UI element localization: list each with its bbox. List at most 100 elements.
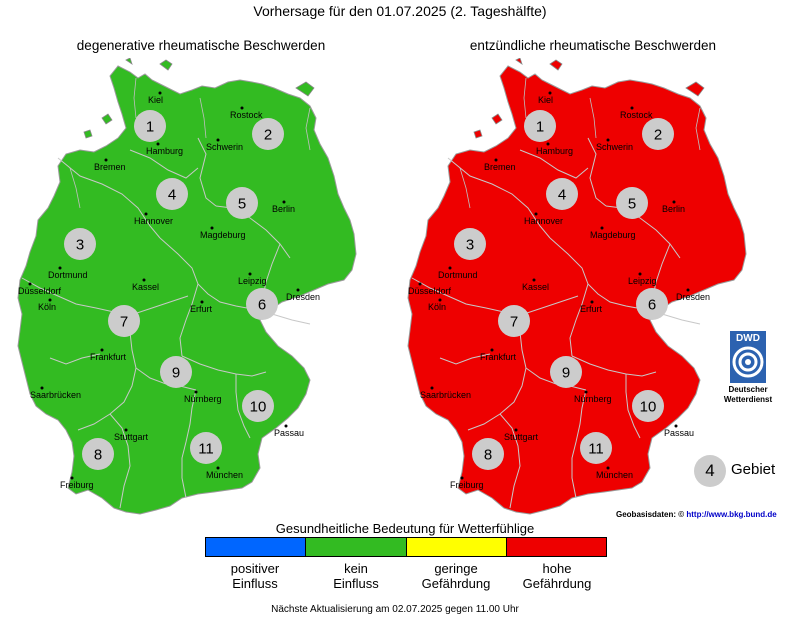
right-region-7[interactable]: 7 — [498, 305, 530, 337]
right-region-marker — [454, 228, 486, 260]
left-coast-detail-2 — [199, 97, 207, 139]
right-region-number: 6 — [648, 297, 656, 314]
map-title-degenerative: degenerative rheumatische Beschwerden — [76, 38, 326, 53]
left-city-dot-erfurt — [200, 300, 204, 304]
right-city-label-hannover: Hannover — [524, 216, 563, 226]
right-city-label-saarbrcken: Saarbrücken — [420, 390, 471, 400]
right-city-dot-freiburg — [460, 476, 464, 480]
right-region-border-4 — [549, 237, 649, 311]
left-island-4 — [125, 58, 133, 65]
right-city-dot-nrnberg — [584, 390, 588, 394]
right-city-label-freiburg: Freiburg — [450, 480, 484, 490]
right-region-6[interactable]: 6 — [636, 288, 668, 320]
right-city-dot-schwerin — [606, 138, 610, 142]
right-city-dot-dresden — [686, 288, 690, 292]
right-city-label-berlin: Berlin — [662, 204, 685, 214]
right-region-marker — [642, 118, 674, 150]
left-region-number: 1 — [146, 119, 154, 136]
right-city-label-kassel: Kassel — [522, 282, 549, 292]
right-region-marker — [524, 110, 556, 142]
right-region-border-2 — [447, 157, 551, 239]
left-city-label-hamburg: Hamburg — [146, 146, 183, 156]
left-region-2[interactable]: 2 — [252, 118, 284, 150]
left-city-dot-kln — [48, 298, 52, 302]
right-region-number: 3 — [466, 237, 474, 254]
left-city-label-kiel: Kiel — [148, 95, 163, 105]
left-city-label-schwerin: Schwerin — [206, 142, 243, 152]
left-region-marker — [108, 305, 140, 337]
right-city-label-bremen: Bremen — [484, 162, 516, 172]
right-region-marker — [616, 187, 648, 219]
right-region-number: 7 — [510, 314, 518, 331]
right-city-dot-rostock — [630, 106, 634, 110]
dwd-label-line2: Wetterdienst — [723, 395, 773, 404]
left-region-border-14 — [49, 353, 101, 365]
right-city-dot-kassel — [532, 278, 536, 282]
left-region-4[interactable]: 4 — [156, 178, 188, 210]
right-region-border-14 — [439, 353, 491, 365]
left-city-dot-magdeburg — [210, 226, 214, 230]
right-region-1[interactable]: 1 — [524, 110, 556, 142]
right-city-label-dortmund: Dortmund — [438, 270, 478, 280]
right-coast-detail-0 — [523, 77, 527, 119]
right-region-number: 5 — [628, 196, 636, 213]
right-region-4[interactable]: 4 — [546, 178, 578, 210]
right-city-label-hamburg: Hamburg — [536, 146, 573, 156]
left-island-2 — [101, 113, 113, 125]
left-coast-detail-3 — [305, 107, 311, 151]
right-region-3[interactable]: 3 — [454, 228, 486, 260]
left-region-border-4 — [159, 237, 259, 311]
left-region-7[interactable]: 7 — [108, 305, 140, 337]
left-region-number: 3 — [76, 237, 84, 254]
right-city-label-frankfurt: Frankfurt — [480, 352, 517, 362]
geobasis-link[interactable]: http://www.bkg.bund.de — [686, 510, 777, 519]
left-island-1 — [295, 81, 315, 97]
right-region-border-11 — [499, 413, 521, 509]
left-city-label-dresden: Dresden — [286, 292, 320, 302]
next-update-note: Nächste Aktualisierung am 02.07.2025 geg… — [271, 604, 519, 615]
legend-swatch-hoch — [506, 538, 606, 556]
left-region-marker — [160, 356, 192, 388]
left-region-marker — [242, 390, 274, 422]
right-city-label-dresden: Dresden — [676, 292, 710, 302]
right-region-number: 9 — [562, 365, 570, 382]
right-city-dot-magdeburg — [600, 226, 604, 230]
left-region-border-12 — [181, 389, 197, 499]
right-city-label-schwerin: Schwerin — [596, 142, 633, 152]
right-region-number: 2 — [654, 127, 662, 144]
left-region-10[interactable]: 10 — [242, 390, 274, 422]
left-city-label-bremen: Bremen — [94, 162, 126, 172]
left-region-11[interactable]: 11 — [190, 432, 222, 464]
right-region-5[interactable]: 5 — [616, 187, 648, 219]
left-region-border-13 — [235, 374, 251, 439]
right-city-dot-saarbrcken — [430, 386, 434, 390]
left-region-number: 9 — [172, 365, 180, 382]
left-island-0 — [159, 59, 173, 71]
left-coast-detail-1 — [69, 167, 81, 209]
geobasis-label: Geobasisdaten: © — [616, 510, 685, 519]
right-region-8[interactable]: 8 — [472, 438, 504, 470]
right-region-9[interactable]: 9 — [550, 356, 582, 388]
left-city-dot-schwerin — [216, 138, 220, 142]
left-city-label-leipzig: Leipzig — [238, 276, 267, 286]
legend-swatch-kein — [306, 538, 407, 556]
left-region-9[interactable]: 9 — [160, 356, 192, 388]
left-city-label-frankfurt: Frankfurt — [90, 352, 127, 362]
right-island-4 — [515, 58, 523, 65]
left-region-8[interactable]: 8 — [82, 438, 114, 470]
left-region-number: 6 — [258, 297, 266, 314]
left-region-number: 4 — [168, 187, 176, 204]
left-region-5[interactable]: 5 — [226, 187, 258, 219]
left-city-label-kassel: Kassel — [132, 282, 159, 292]
right-region-11[interactable]: 11 — [580, 432, 612, 464]
left-region-3[interactable]: 3 — [64, 228, 96, 260]
left-region-6[interactable]: 6 — [246, 288, 278, 320]
right-region-2[interactable]: 2 — [642, 118, 674, 150]
right-city-label-mnchen: München — [596, 470, 633, 480]
left-city-dot-hannover — [144, 212, 148, 216]
left-region-number: 5 — [238, 196, 246, 213]
legend-title: Gesundheitliche Bedeutung für Wetterfühl… — [275, 521, 535, 536]
left-city-dot-dsseldorf — [28, 282, 32, 286]
left-region-1[interactable]: 1 — [134, 110, 166, 142]
right-region-10[interactable]: 10 — [632, 390, 664, 422]
